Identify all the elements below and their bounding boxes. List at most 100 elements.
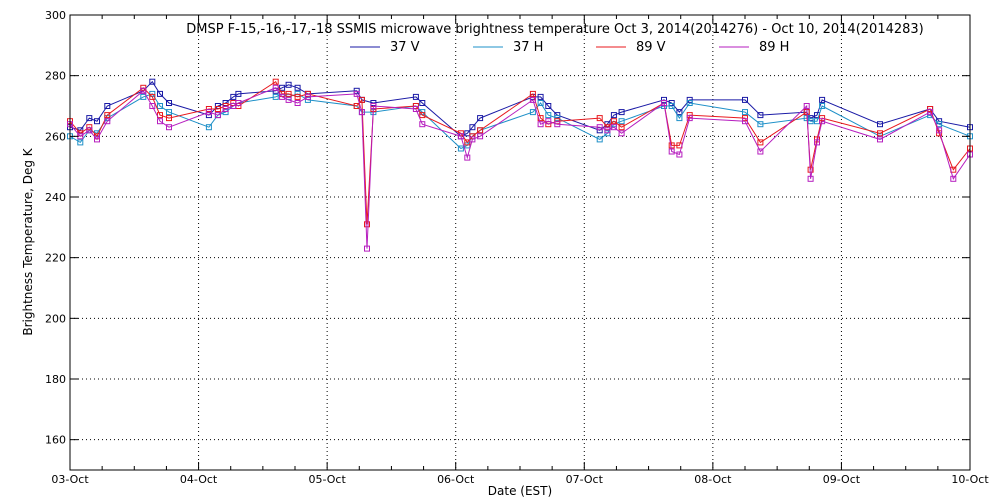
data-point bbox=[370, 103, 377, 109]
data-point bbox=[279, 84, 286, 91]
data-point bbox=[529, 109, 536, 116]
data-point bbox=[457, 145, 464, 152]
grid-lines bbox=[70, 15, 970, 470]
data-point bbox=[668, 103, 675, 109]
data-point bbox=[104, 118, 111, 125]
data-point bbox=[104, 103, 111, 109]
series-37-h bbox=[67, 90, 973, 152]
data-point bbox=[610, 118, 617, 125]
data-point bbox=[353, 103, 360, 109]
data-point bbox=[618, 124, 625, 131]
data-point bbox=[94, 136, 100, 143]
data-point bbox=[819, 103, 826, 109]
plot-frame bbox=[69, 14, 971, 471]
data-point bbox=[272, 93, 279, 100]
data-point bbox=[676, 151, 683, 158]
data-point bbox=[272, 78, 279, 85]
data-point bbox=[364, 221, 370, 228]
data-point bbox=[294, 93, 301, 100]
data-point bbox=[686, 96, 693, 103]
data-point bbox=[157, 90, 163, 97]
x-tick-label: 05-Oct bbox=[308, 473, 346, 486]
data-point bbox=[358, 96, 365, 103]
data-point bbox=[676, 109, 683, 116]
data-point bbox=[877, 136, 883, 143]
data-point bbox=[596, 136, 603, 143]
data-point bbox=[285, 96, 292, 103]
y-axis-title: Brightness Temperature, Deg K bbox=[21, 147, 35, 335]
data-point bbox=[529, 90, 536, 97]
y-tick-label: 240 bbox=[45, 191, 66, 204]
axes: 160 180 200 220 240 260 280 300 03-Oct 04-Oct 05-O… bbox=[45, 9, 989, 486]
data-point bbox=[742, 118, 748, 125]
data-point bbox=[819, 118, 826, 125]
data-point bbox=[545, 103, 552, 109]
data-point bbox=[77, 139, 84, 146]
data-point bbox=[596, 127, 603, 134]
legend-item: 37 V bbox=[350, 40, 420, 55]
data-point bbox=[757, 112, 764, 119]
x-tick-label: 10-Oct bbox=[951, 473, 989, 486]
data-point bbox=[604, 127, 611, 134]
data-point bbox=[757, 139, 764, 146]
data-point bbox=[464, 154, 471, 161]
data-point bbox=[205, 106, 212, 112]
data-point bbox=[86, 127, 93, 134]
data-point bbox=[927, 106, 934, 112]
data-point bbox=[353, 90, 360, 97]
x-tick-label: 07-Oct bbox=[566, 473, 604, 486]
data-point bbox=[285, 81, 292, 88]
data-point bbox=[477, 115, 484, 122]
data-point bbox=[596, 115, 603, 122]
data-point bbox=[294, 84, 301, 91]
data-point bbox=[235, 100, 242, 106]
x-tick-label: 08-Oct bbox=[694, 473, 732, 486]
data-point bbox=[742, 96, 748, 103]
data-point bbox=[610, 112, 617, 119]
data-point bbox=[94, 118, 100, 125]
x-tick-label: 06-Oct bbox=[437, 473, 475, 486]
data-point bbox=[742, 115, 748, 122]
data-point bbox=[477, 133, 484, 140]
data-point bbox=[157, 103, 163, 109]
series-line bbox=[69, 80, 971, 225]
data-point bbox=[205, 124, 212, 131]
data-point bbox=[950, 175, 957, 182]
data-point bbox=[545, 118, 552, 125]
legend-label: 89 H bbox=[759, 40, 789, 55]
data-point bbox=[166, 100, 172, 106]
data-point bbox=[104, 112, 111, 119]
data-point bbox=[936, 127, 943, 134]
data-point bbox=[757, 121, 764, 128]
data-point bbox=[157, 118, 163, 125]
data-point bbox=[537, 115, 544, 122]
data-point bbox=[819, 96, 826, 103]
data-point bbox=[469, 136, 476, 143]
x-axis-title: Date (EST) bbox=[488, 484, 552, 498]
data-point bbox=[537, 93, 544, 100]
legend-label: 37 V bbox=[390, 40, 420, 55]
chart-title: DMSP F-15,-16,-17,-18 SSMIS microwave br… bbox=[186, 22, 924, 37]
data-point bbox=[610, 124, 617, 131]
y-tick-label: 160 bbox=[45, 434, 66, 447]
data-point bbox=[140, 87, 147, 94]
data-point bbox=[358, 109, 365, 116]
data-point bbox=[412, 106, 419, 112]
data-point bbox=[676, 115, 683, 122]
series-89-v bbox=[67, 78, 973, 228]
data-point bbox=[819, 115, 826, 122]
data-point bbox=[686, 100, 693, 106]
series-line bbox=[69, 87, 971, 249]
data-point bbox=[618, 118, 625, 125]
data-point bbox=[222, 106, 229, 112]
data-point bbox=[166, 109, 172, 116]
x-tick-label: 03-Oct bbox=[51, 473, 89, 486]
data-point bbox=[272, 84, 279, 91]
data-point bbox=[554, 115, 561, 122]
y-tick-label: 180 bbox=[45, 373, 66, 386]
data-point bbox=[419, 100, 426, 106]
data-point bbox=[537, 121, 544, 128]
data-point bbox=[469, 133, 476, 140]
data-point bbox=[469, 124, 476, 131]
